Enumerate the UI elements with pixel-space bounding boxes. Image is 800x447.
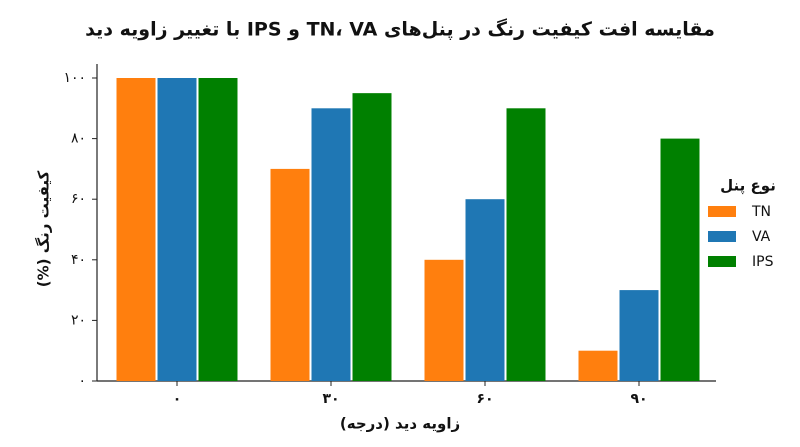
legend-swatch (708, 256, 736, 267)
legend-label: TN (751, 204, 771, 220)
y-tick-label: ۲۰ (71, 312, 86, 328)
bar (619, 290, 659, 381)
bar (465, 199, 505, 381)
x-tick-label: ۹۰ (630, 391, 647, 407)
x-tick-label: ۶۰ (476, 391, 493, 407)
bar (198, 78, 238, 381)
legend-label: VA (752, 229, 771, 245)
y-tick-label: ۸۰ (71, 131, 86, 147)
legend-label: IPS (752, 254, 774, 270)
y-tick-label: ۶۰ (71, 191, 86, 207)
bar (660, 138, 700, 381)
bar (424, 259, 464, 381)
y-axis-label: کیفیت رنگ (%) (35, 171, 53, 288)
legend-swatch (708, 231, 736, 242)
bar (352, 93, 392, 382)
legend-title: نوع پنل (720, 177, 776, 196)
x-tick-label: ۳۰ (322, 391, 339, 407)
bar (157, 78, 197, 381)
y-tick-label: ۴۰ (71, 252, 86, 268)
legend-swatch (708, 206, 736, 217)
x-tick-label: ۰ (173, 391, 182, 407)
x-axis-label: زاویه دید (درجه) (340, 415, 460, 433)
bar (578, 350, 618, 381)
bar (311, 108, 351, 382)
bar (506, 108, 546, 382)
y-tick-label: ۱۰۰ (63, 70, 86, 86)
y-tick-label: ۰ (78, 373, 86, 389)
chart-title: مقایسه افت کیفیت رنگ در پنل‌های TN، VA و… (85, 18, 715, 41)
bar (270, 168, 310, 381)
bar (116, 78, 156, 381)
